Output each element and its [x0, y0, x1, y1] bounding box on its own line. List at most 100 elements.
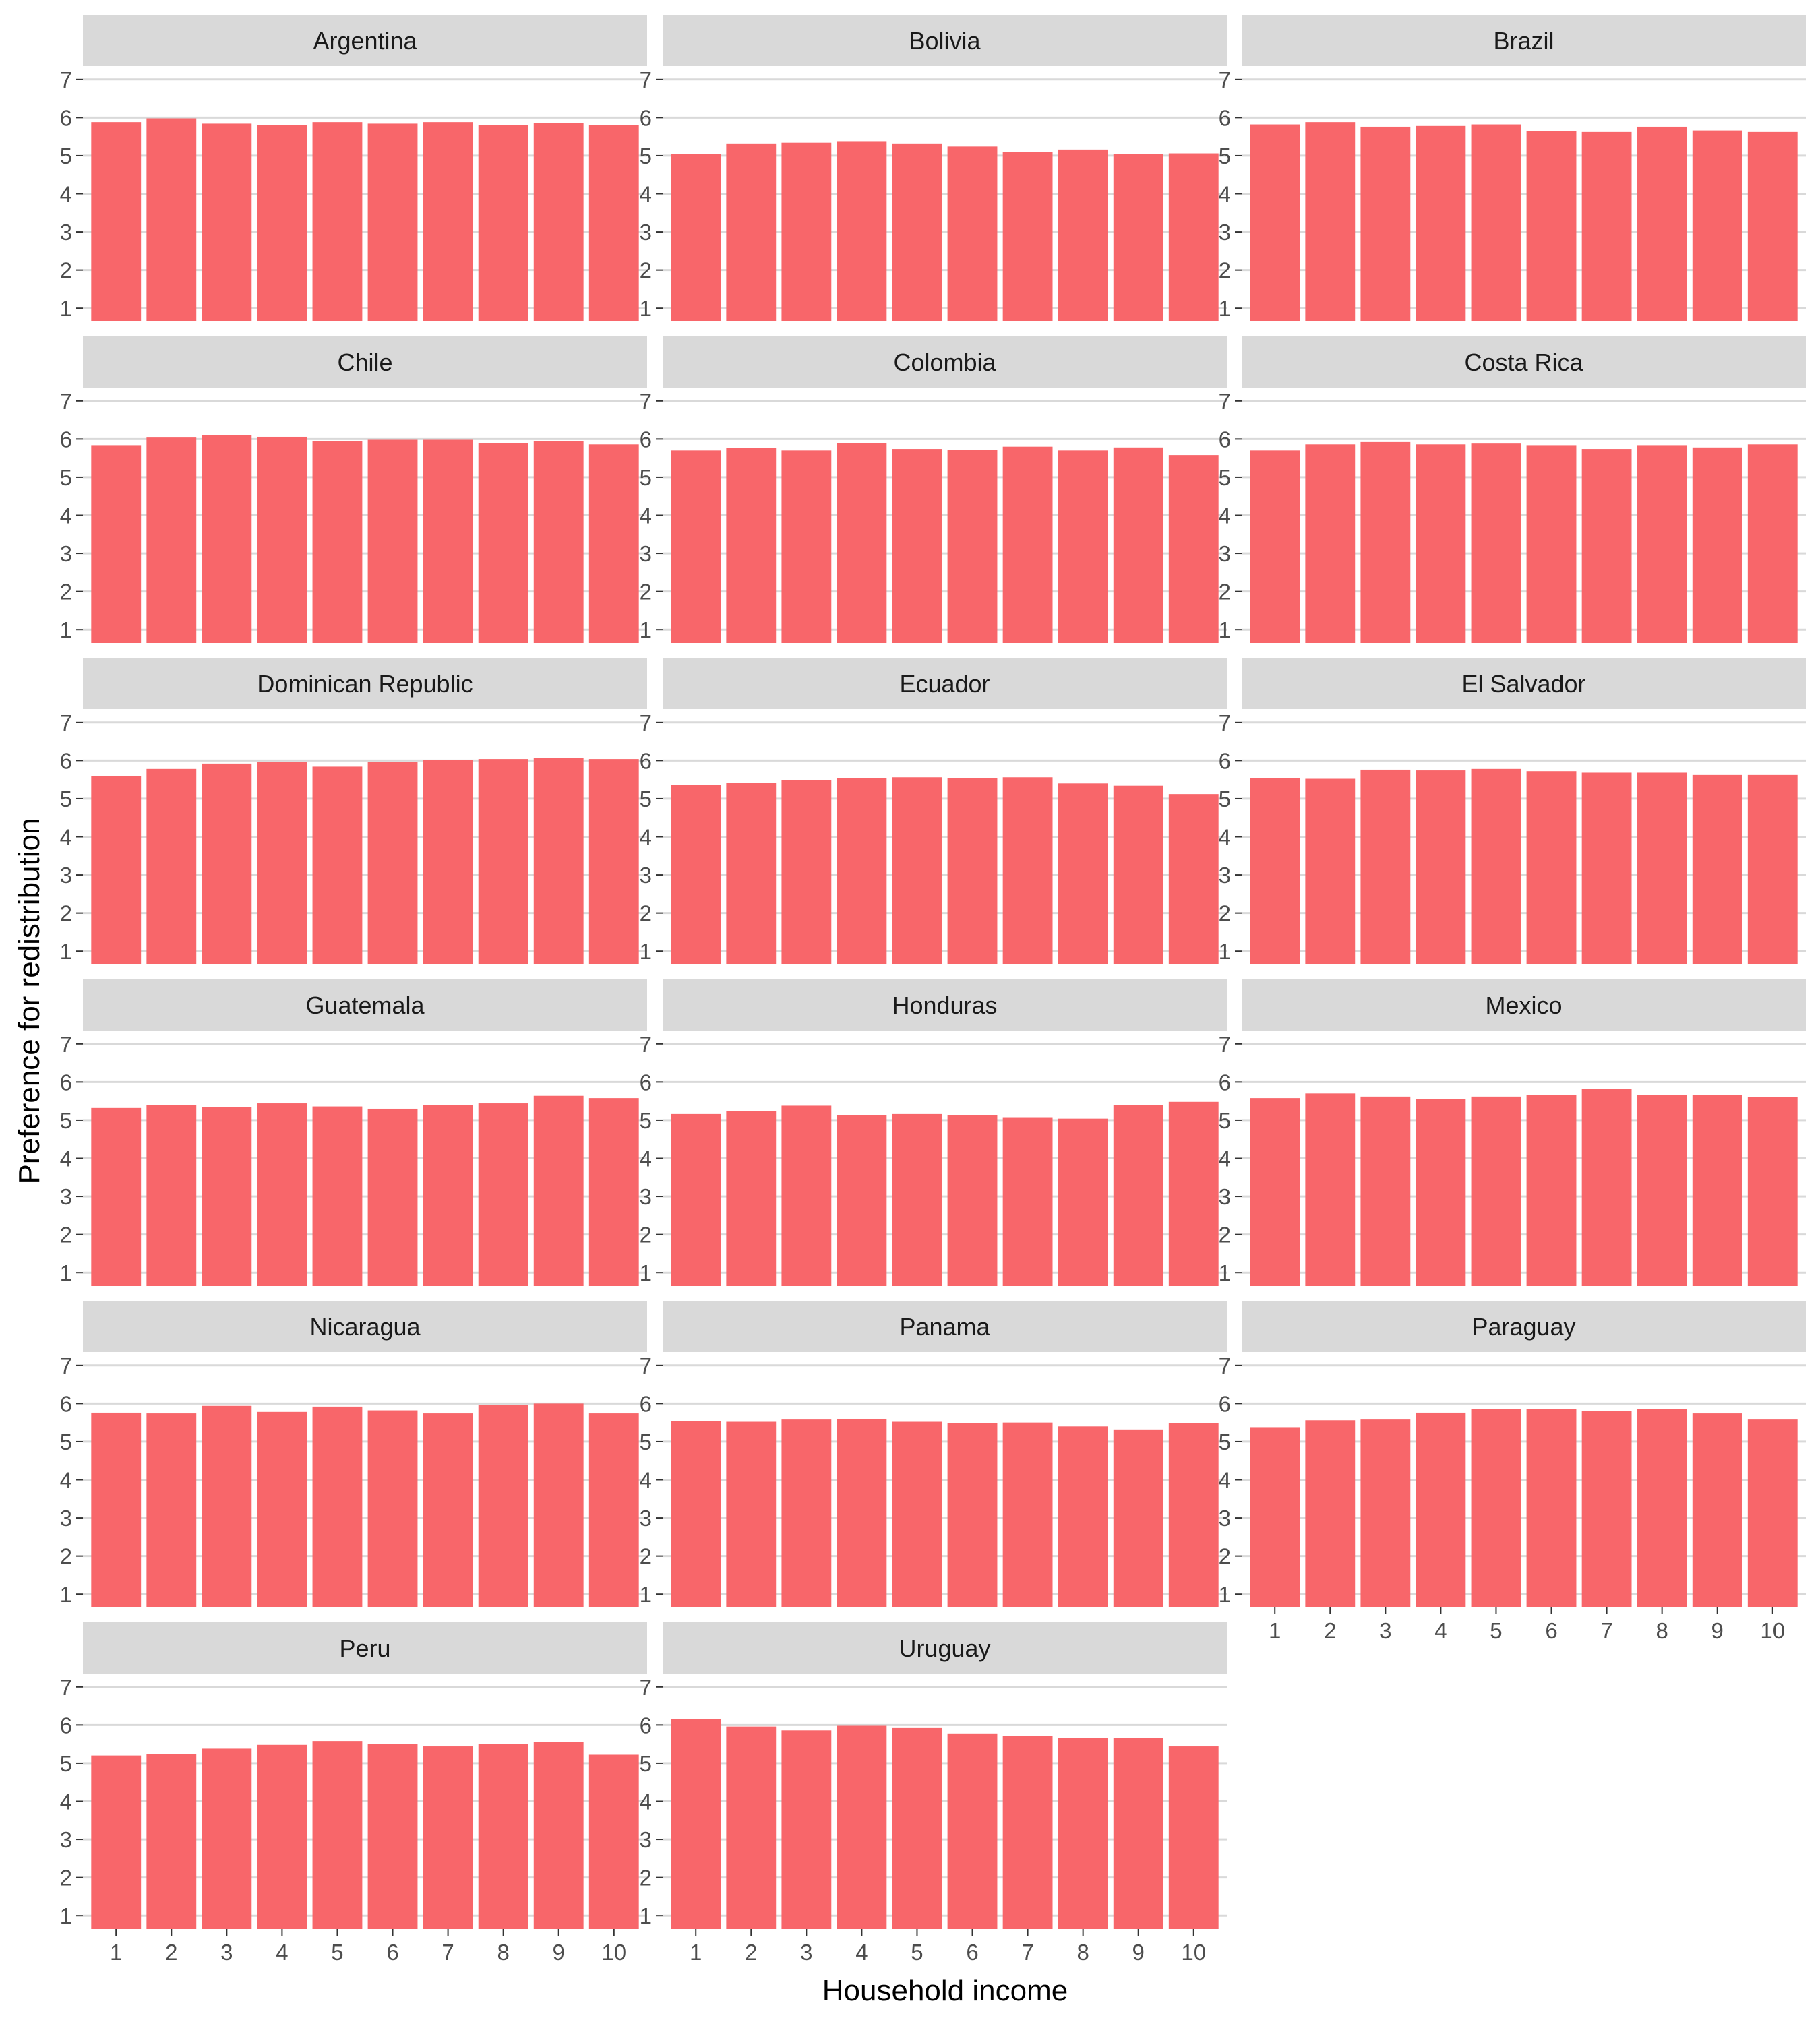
bar-costa-rica-2 — [1305, 444, 1356, 643]
x-tick-label: 10 — [601, 1940, 626, 1965]
y-tick-label: 6 — [60, 1713, 72, 1738]
y-tick-label: 6 — [640, 1070, 652, 1095]
bar-ecuador-7 — [1002, 777, 1053, 964]
bar-el-salvador-8 — [1637, 772, 1687, 964]
y-tick-label: 1 — [640, 1582, 652, 1607]
y-tick-label: 2 — [640, 580, 652, 605]
y-tick-label: 2 — [640, 1866, 652, 1891]
panel-ecuador: Ecuador 1 2 3 4 5 6 7 — [640, 658, 1227, 964]
y-tick-label: 5 — [1219, 465, 1231, 490]
x-tick-label: 9 — [553, 1940, 565, 1965]
y-tick-label: 4 — [1219, 503, 1231, 528]
bar-bolivia-10 — [1168, 153, 1219, 321]
bar-colombia-3 — [781, 450, 832, 643]
bar-uruguay-10 — [1168, 1746, 1219, 1929]
bar-argentina-7 — [423, 122, 473, 321]
bar-mexico-1 — [1250, 1098, 1300, 1286]
bar-uruguay-8 — [1058, 1738, 1108, 1929]
y-tick-label: 6 — [640, 1713, 652, 1738]
bar-dominican-republic-4 — [257, 762, 307, 964]
strip-costa-rica — [1242, 336, 1806, 388]
bar-argentina-5 — [312, 122, 363, 321]
bar-peru-2 — [146, 1754, 197, 1929]
y-tick-label: 2 — [640, 258, 652, 283]
y-tick-label: 1 — [1219, 1582, 1231, 1607]
bar-chile-3 — [202, 435, 252, 643]
strip-honduras — [663, 979, 1227, 1031]
bar-dominican-republic-2 — [146, 768, 197, 964]
y-tick-label: 1 — [60, 617, 72, 642]
y-tick-label: 5 — [60, 1751, 72, 1776]
y-tick-label: 3 — [60, 1827, 72, 1852]
y-tick-label: 7 — [640, 389, 652, 414]
bar-bolivia-8 — [1058, 149, 1108, 321]
bar-chile-9 — [533, 441, 584, 643]
y-tick-label: 1 — [640, 1903, 652, 1928]
strip-bolivia — [663, 15, 1227, 66]
y-tick-label: 3 — [640, 1827, 652, 1852]
bar-brazil-6 — [1526, 131, 1577, 321]
bar-peru-8 — [478, 1744, 528, 1929]
bar-colombia-7 — [1002, 446, 1053, 643]
strip-mexico — [1242, 979, 1806, 1031]
strip-brazil — [1242, 15, 1806, 66]
y-tick-label: 3 — [60, 1506, 72, 1531]
bar-chile-1 — [91, 445, 142, 643]
bar-ecuador-2 — [726, 783, 777, 964]
y-tick-label: 1 — [1219, 939, 1231, 964]
panel-panama: Panama 1 2 3 4 5 6 7 — [640, 1301, 1227, 1607]
y-tick-label: 6 — [60, 1391, 72, 1416]
bar-paraguay-2 — [1305, 1420, 1356, 1607]
bar-guatemala-3 — [202, 1107, 252, 1286]
bar-honduras-3 — [781, 1105, 832, 1286]
y-tick-label: 7 — [60, 67, 72, 92]
bar-honduras-10 — [1168, 1101, 1219, 1286]
bar-bolivia-7 — [1002, 152, 1053, 321]
y-tick-label: 3 — [60, 1184, 72, 1209]
bar-paraguay-1 — [1250, 1427, 1300, 1607]
panel-honduras: Honduras 1 2 3 4 5 6 7 — [640, 979, 1227, 1286]
y-tick-label: 4 — [60, 1789, 72, 1814]
bar-mexico-5 — [1471, 1096, 1521, 1286]
strip-label-el-salvador: El Salvador — [1461, 670, 1585, 698]
panel-mexico: Mexico 1 2 3 4 5 6 7 — [1219, 979, 1806, 1286]
bar-nicaragua-2 — [146, 1413, 197, 1607]
x-tick-label: 8 — [497, 1940, 509, 1965]
y-tick-label: 2 — [60, 1223, 72, 1248]
strip-paraguay — [1242, 1301, 1806, 1352]
bar-ecuador-1 — [671, 785, 721, 964]
bar-bolivia-2 — [726, 143, 777, 321]
y-tick-label: 7 — [1219, 389, 1231, 414]
y-tick-label: 5 — [60, 465, 72, 490]
y-tick-label: 3 — [60, 541, 72, 566]
bar-colombia-9 — [1113, 447, 1163, 643]
y-tick-label: 5 — [1219, 144, 1231, 168]
y-tick-label: 4 — [640, 1468, 652, 1493]
bar-argentina-8 — [478, 125, 528, 321]
y-tick-label: 3 — [1219, 863, 1231, 888]
bar-nicaragua-8 — [478, 1405, 528, 1607]
bar-costa-rica-1 — [1250, 450, 1300, 643]
y-tick-label: 4 — [1219, 182, 1231, 207]
bar-dominican-republic-9 — [533, 758, 584, 964]
y-tick-label: 3 — [640, 1184, 652, 1209]
x-tick-label: 10 — [1181, 1940, 1206, 1965]
y-tick-label: 1 — [60, 1260, 72, 1285]
y-tick-label: 2 — [640, 1544, 652, 1569]
bar-el-salvador-4 — [1416, 770, 1466, 964]
panel-peru: Peru 1 2 3 4 5 6 7 1 2 3 4 5 6 7 8 9 10 — [60, 1622, 647, 1965]
strip-label-argentina: Argentina — [313, 27, 417, 55]
y-tick-label: 3 — [1219, 1184, 1231, 1209]
strip-label-mexico: Mexico — [1485, 991, 1562, 1019]
bar-costa-rica-10 — [1747, 444, 1798, 643]
panel-dominican-republic: Dominican Republic 1 2 3 4 5 6 7 — [60, 658, 647, 964]
x-axis-title: Household income — [822, 1974, 1068, 2007]
y-tick-label: 4 — [60, 1468, 72, 1493]
y-tick-label: 3 — [640, 863, 652, 888]
y-tick-label: 7 — [640, 1675, 652, 1700]
x-tick-label: 6 — [966, 1940, 978, 1965]
x-tick-label: 3 — [800, 1940, 812, 1965]
bar-dominican-republic-10 — [588, 759, 639, 964]
bar-ecuador-5 — [892, 777, 942, 964]
y-tick-label: 7 — [640, 67, 652, 92]
